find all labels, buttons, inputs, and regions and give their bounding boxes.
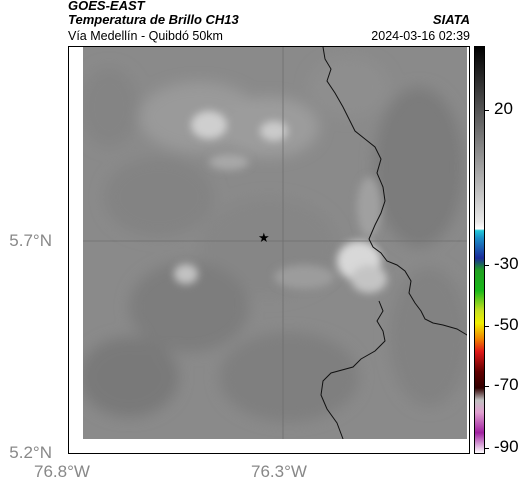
lon-label-76.8: 76.8°W (34, 462, 90, 481)
satellite-image (69, 47, 469, 453)
product-title: Temperatura de Brillo CH13 (68, 12, 239, 27)
institution-label: SIATA (432, 12, 470, 27)
colorbar-tick (485, 326, 489, 327)
lat-label-5.2: 5.2°N (9, 443, 52, 462)
lon-label-76.3: 76.3°W (251, 462, 307, 481)
map-area[interactable]: ★ (68, 46, 470, 454)
timestamp: 2024-03-16 02:39 (371, 29, 470, 43)
colorbar-label: -50 (494, 315, 519, 334)
colorbar-tick (485, 110, 489, 111)
region-label: Vía Medellín - Quibdó 50km (68, 29, 223, 43)
colorbar-label: -90 (494, 437, 519, 456)
lat-label-5.7: 5.7°N (9, 231, 52, 250)
boundary-line (322, 47, 469, 338)
satellite-source: GOES-EAST (68, 0, 145, 13)
boundary-line-secondary (320, 300, 386, 453)
colorbar (474, 46, 485, 454)
colorbar-tick (485, 265, 489, 266)
colorbar-tick (485, 448, 489, 449)
colorbar-label: -30 (494, 254, 519, 273)
colorbar-tick (485, 386, 489, 387)
star-icon: ★ (258, 230, 270, 245)
colorbar-label: 20 (494, 99, 513, 118)
colorbar-label: -70 (494, 375, 519, 394)
